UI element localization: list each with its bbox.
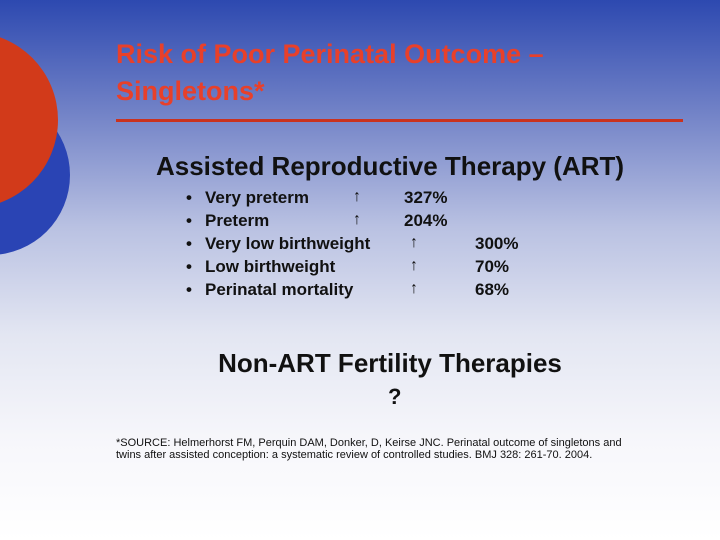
- bullet: •: [186, 280, 192, 299]
- item-label: Low birthweight: [205, 257, 336, 276]
- slide-title: Risk of Poor Perinatal Outcome – Singlet…: [116, 36, 696, 110]
- list-item: • Very preterm ↑ 327%: [0, 188, 720, 212]
- source-citation: *SOURCE: Helmerhorst FM, Perquin DAM, Do…: [116, 437, 691, 461]
- item-label: Preterm: [205, 211, 270, 230]
- item-value: 68%: [475, 280, 510, 299]
- slide-title-line-1: Risk of Poor Perinatal Outcome –: [116, 39, 544, 69]
- list-item: • Low birthweight ↑ 70%: [0, 257, 720, 281]
- bullet: •: [186, 234, 192, 253]
- list-item: • Perinatal mortality ↑ 68%: [0, 280, 720, 304]
- non-art-heading: Non-ART Fertility Therapies: [218, 348, 562, 378]
- slide-title-line-2: Singletons*: [116, 76, 265, 106]
- item-label: Very preterm: [205, 188, 309, 207]
- up-arrow-icon: ↑: [410, 257, 418, 274]
- item-label: Perinatal mortality: [205, 280, 354, 299]
- bullet: •: [186, 257, 192, 276]
- list-item: • Very low birthweight ↑ 300%: [0, 234, 720, 258]
- red-circle-shape: [0, 37, 58, 203]
- art-heading: Assisted Reproductive Therapy (ART): [155, 151, 625, 181]
- non-art-value: ?: [388, 384, 402, 409]
- up-arrow-icon: ↑: [410, 234, 418, 251]
- bullet: •: [186, 188, 192, 207]
- item-value: 300%: [475, 234, 519, 253]
- item-value: 70%: [475, 257, 510, 276]
- item-value: 204%: [404, 211, 448, 230]
- item-label: Very low birthweight: [205, 234, 371, 253]
- source-line-1: *SOURCE: Helmerhorst FM, Perquin DAM, Do…: [116, 437, 622, 449]
- item-value: 327%: [404, 188, 448, 207]
- up-arrow-icon: ↑: [410, 280, 418, 297]
- list-item: • Preterm ↑ 204%: [0, 211, 720, 235]
- title-divider: [116, 119, 683, 122]
- bullet: •: [186, 211, 192, 230]
- up-arrow-icon: ↑: [353, 211, 361, 228]
- source-line-2: twins after assisted conception: a syste…: [116, 449, 593, 461]
- up-arrow-icon: ↑: [353, 188, 361, 205]
